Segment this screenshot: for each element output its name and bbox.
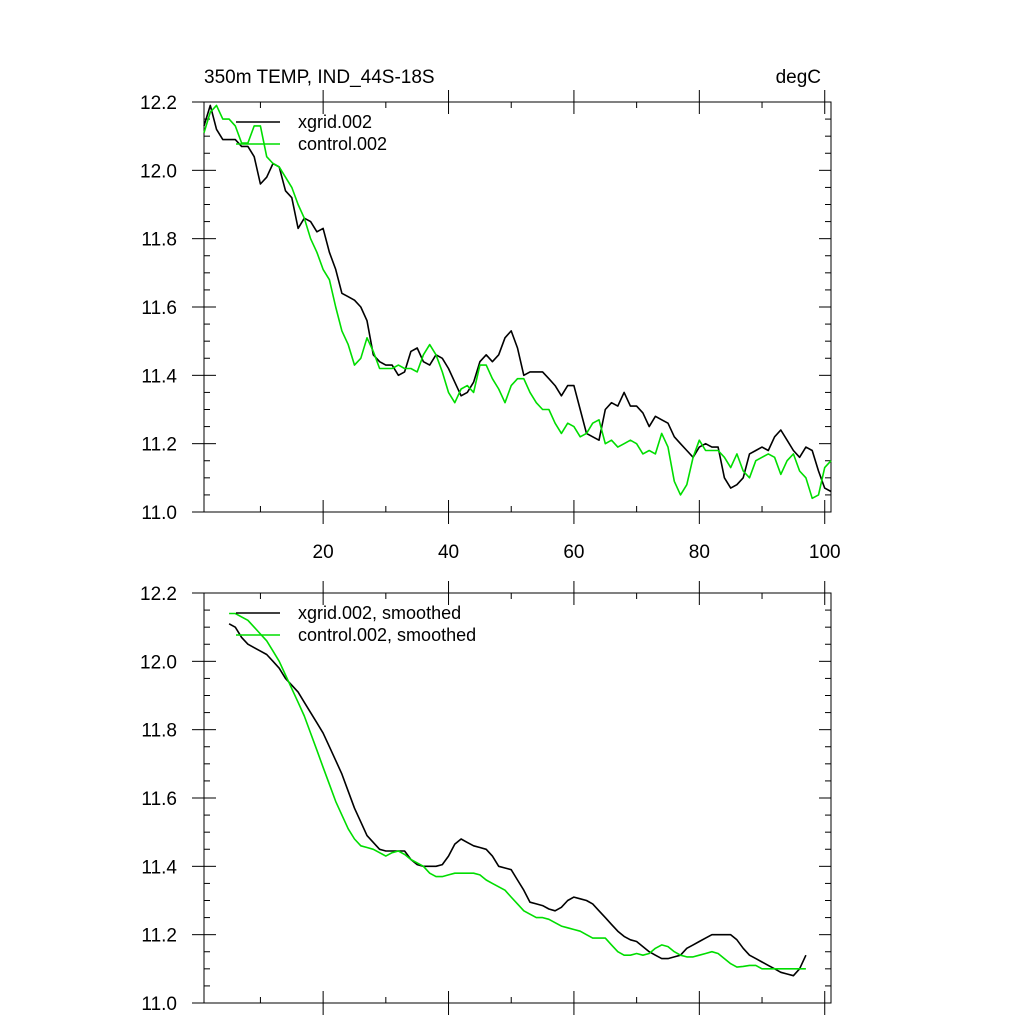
y-tick-label: 11.4 <box>141 366 177 387</box>
y-tick-label: 12.0 <box>140 652 177 673</box>
bottom-panel: 11.0 11.2 11.4 11.6 11.8 12.0 12.2 xgrid.002, … <box>140 581 832 1015</box>
y-tick-label: 11.2 <box>141 435 177 456</box>
series-layer <box>203 104 832 500</box>
tick-group: 11.0 11.2 11.4 11.6 11.8 12.0 12.2 <box>140 581 831 1015</box>
series-layer <box>228 612 807 977</box>
x-tick-label: 80 <box>689 542 710 563</box>
y-tick-label: 11.8 <box>141 230 177 251</box>
x-tick-label: 60 <box>563 542 584 563</box>
series-line-control <box>203 104 832 500</box>
y-tick-label: 11.4 <box>141 857 177 878</box>
y-tick-label: 11.8 <box>141 721 177 742</box>
chart-title: 350m TEMP, IND_44S-18S <box>204 67 435 88</box>
series-line-xgrid <box>228 623 807 977</box>
y-tick-label: 12.2 <box>140 584 177 605</box>
y-tick-label: 11.6 <box>141 298 177 319</box>
legend-label: control.002 <box>298 134 387 154</box>
x-tick-label: 40 <box>438 542 459 563</box>
plot-frame <box>203 101 832 513</box>
top-panel: 350m TEMP, IND_44S-18S degC 20 40 60 80 100 1… <box>140 67 841 563</box>
y-tick-label: 11.0 <box>141 994 177 1015</box>
chart-units: degC <box>776 67 821 88</box>
x-tick-label: 100 <box>809 542 841 563</box>
y-tick-label: 11.6 <box>141 789 177 810</box>
legend-label: control.002, smoothed <box>298 625 476 645</box>
y-tick-label: 11.2 <box>141 926 177 947</box>
plot-frame <box>203 592 832 1004</box>
legend-label: xgrid.002 <box>298 112 372 132</box>
x-tick-label: 20 <box>313 542 334 563</box>
tick-group: 20 40 60 80 100 11.0 11.2 11.4 11.6 11.8 12.0 12.2 <box>140 90 841 563</box>
y-tick-label: 12.0 <box>140 161 177 182</box>
y-tick-label: 12.2 <box>140 93 177 114</box>
series-line-control <box>229 612 806 970</box>
legend-label: xgrid.002, smoothed <box>298 603 461 623</box>
series-line-xgrid <box>203 104 832 493</box>
y-tick-label: 11.0 <box>141 503 177 524</box>
